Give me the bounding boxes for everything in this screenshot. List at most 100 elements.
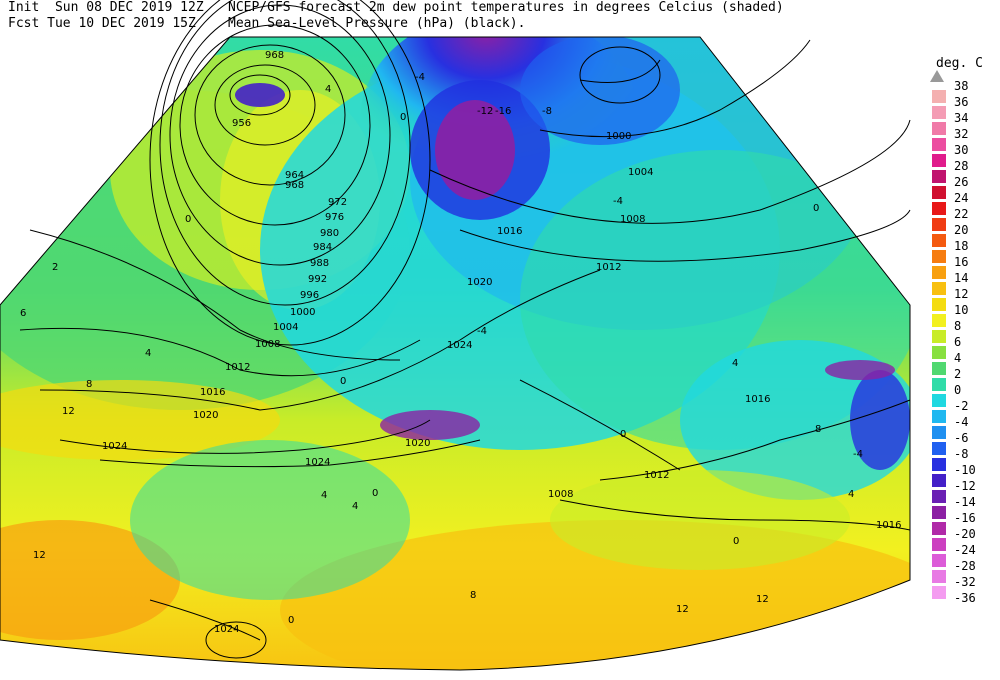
run-info: Init Sun 08 DEC 2019 12Z Fcst Tue 10 DEC…: [8, 0, 204, 32]
dewpoint-label: -4: [613, 196, 623, 207]
legend-entry: -32: [924, 570, 1000, 592]
isobar-label: 1016: [876, 520, 901, 531]
legend-label: -10: [954, 463, 976, 477]
legend-swatch: [932, 426, 946, 439]
legend-label: -28: [954, 559, 976, 573]
isobar-label: 1008: [255, 339, 280, 350]
legend-swatch: [932, 170, 946, 183]
legend-label: -12: [954, 479, 976, 493]
legend-swatch: [932, 298, 946, 311]
color-legend: 38 36 34 32 30 28 26 24 22 20 18 16 14 12 10 8 6 4 2 0 -2 -4-…: [924, 52, 1000, 612]
legend-label: 26: [954, 175, 969, 189]
legend-entry: -20: [924, 522, 1000, 544]
isobar-label: 1000: [606, 131, 631, 142]
legend-swatch: [932, 330, 946, 343]
legend-swatch: [932, 138, 946, 151]
legend-label: -14: [954, 495, 976, 509]
legend-entry: 30: [924, 138, 1000, 160]
legend-label: 24: [954, 191, 969, 205]
legend-label: 32: [954, 127, 969, 141]
legend-swatch: [932, 186, 946, 199]
isobar-label: 1020: [405, 438, 430, 449]
legend-entry: -2: [924, 394, 1000, 416]
dewpoint-label: 0: [185, 214, 191, 225]
legend-swatch: [932, 570, 946, 583]
title-line-2: Mean Sea-Level Pressure (hPa) (black).: [228, 16, 526, 31]
legend-entry: -28: [924, 554, 1000, 576]
legend-swatch: [932, 378, 946, 391]
dewpoint-label: 0: [813, 203, 819, 214]
legend-entry: 14: [924, 266, 1000, 288]
dewpoint-label: 4: [145, 348, 151, 359]
legend-label: 0: [954, 383, 962, 397]
isobar-label: 1020: [193, 410, 218, 421]
legend-label: -32: [954, 575, 976, 589]
legend-swatch: [932, 314, 946, 327]
isobar-labels: 968 956 964 968 972 976 980 984 988 992 …: [102, 50, 901, 635]
dewpoint-label: 0: [340, 376, 346, 387]
isobar-label: 1004: [273, 322, 298, 333]
legend-entry: 38: [924, 80, 1000, 96]
isobar-label: 972: [328, 197, 347, 208]
legend-swatch: [932, 266, 946, 279]
legend-entry: 24: [924, 186, 1000, 208]
legend-label: 6: [954, 335, 962, 349]
legend-swatch: [932, 154, 946, 167]
legend-swatch: [932, 250, 946, 263]
legend-swatch: [932, 282, 946, 295]
legend-label: 38: [954, 79, 969, 93]
legend-entry: 0: [924, 378, 1000, 400]
isobar-label: 1012: [225, 362, 250, 373]
legend-label: -24: [954, 543, 976, 557]
legend-entry: -8: [924, 442, 1000, 464]
dewpoint-label: -8: [542, 106, 552, 117]
legend-label: 34: [954, 111, 969, 125]
isobar-label: 1012: [596, 262, 621, 273]
dewpoint-labels: 0 4 0 -4 0 4 2 6 8 12 4 0 4 8 12 0 -4 -8…: [20, 72, 863, 626]
legend-label: -20: [954, 527, 976, 541]
legend-unit: deg. C: [936, 56, 983, 71]
legend-entry: -16: [924, 506, 1000, 528]
dewpoint-label: 0: [620, 429, 626, 440]
dewpoint-label: -4: [415, 72, 425, 83]
legend-swatch: [932, 458, 946, 471]
dewpoint-label: -4: [477, 326, 487, 337]
dewpoint-label: 12: [756, 594, 769, 605]
legend-label: 30: [954, 143, 969, 157]
isobar-label: 956: [232, 118, 251, 129]
isobar-label: 992: [308, 274, 327, 285]
legend-label: 14: [954, 271, 969, 285]
legend-label: -6: [954, 431, 969, 445]
legend-label: 22: [954, 207, 969, 221]
forecast-time: Fcst Tue 10 DEC 2019 15Z: [8, 16, 196, 31]
legend-label: -8: [954, 447, 969, 461]
legend-swatch: [932, 90, 946, 103]
isobar-label: 968: [265, 50, 284, 61]
legend-swatch: [932, 394, 946, 407]
legend-label: 8: [954, 319, 962, 333]
isobar-label: 968: [285, 180, 304, 191]
dewpoint-label: 4: [732, 358, 738, 369]
isobar-label: 1024: [102, 441, 127, 452]
legend-swatch: [932, 538, 946, 551]
legend-swatch: [932, 554, 946, 567]
isobar-label: 1004: [628, 167, 653, 178]
isobar-label: 964: [285, 170, 304, 181]
legend-entry: 8: [924, 314, 1000, 336]
legend-swatch: [932, 474, 946, 487]
dewpoint-label: 0: [372, 488, 378, 499]
legend-entry: 12: [924, 282, 1000, 304]
dewpoint-label: 4: [325, 84, 331, 95]
legend-entry: -4: [924, 410, 1000, 432]
legend-entry: -14: [924, 490, 1000, 512]
legend-label: 20: [954, 223, 969, 237]
legend-max-arrow: [930, 70, 944, 82]
legend-label: 36: [954, 95, 969, 109]
legend-entry: 28: [924, 154, 1000, 176]
legend-entry: 2: [924, 362, 1000, 384]
legend-entry: -10: [924, 458, 1000, 480]
dewpoint-label: 8: [815, 424, 821, 435]
isobar-label: 1000: [290, 307, 315, 318]
dewpoint-label: 2: [52, 262, 58, 273]
